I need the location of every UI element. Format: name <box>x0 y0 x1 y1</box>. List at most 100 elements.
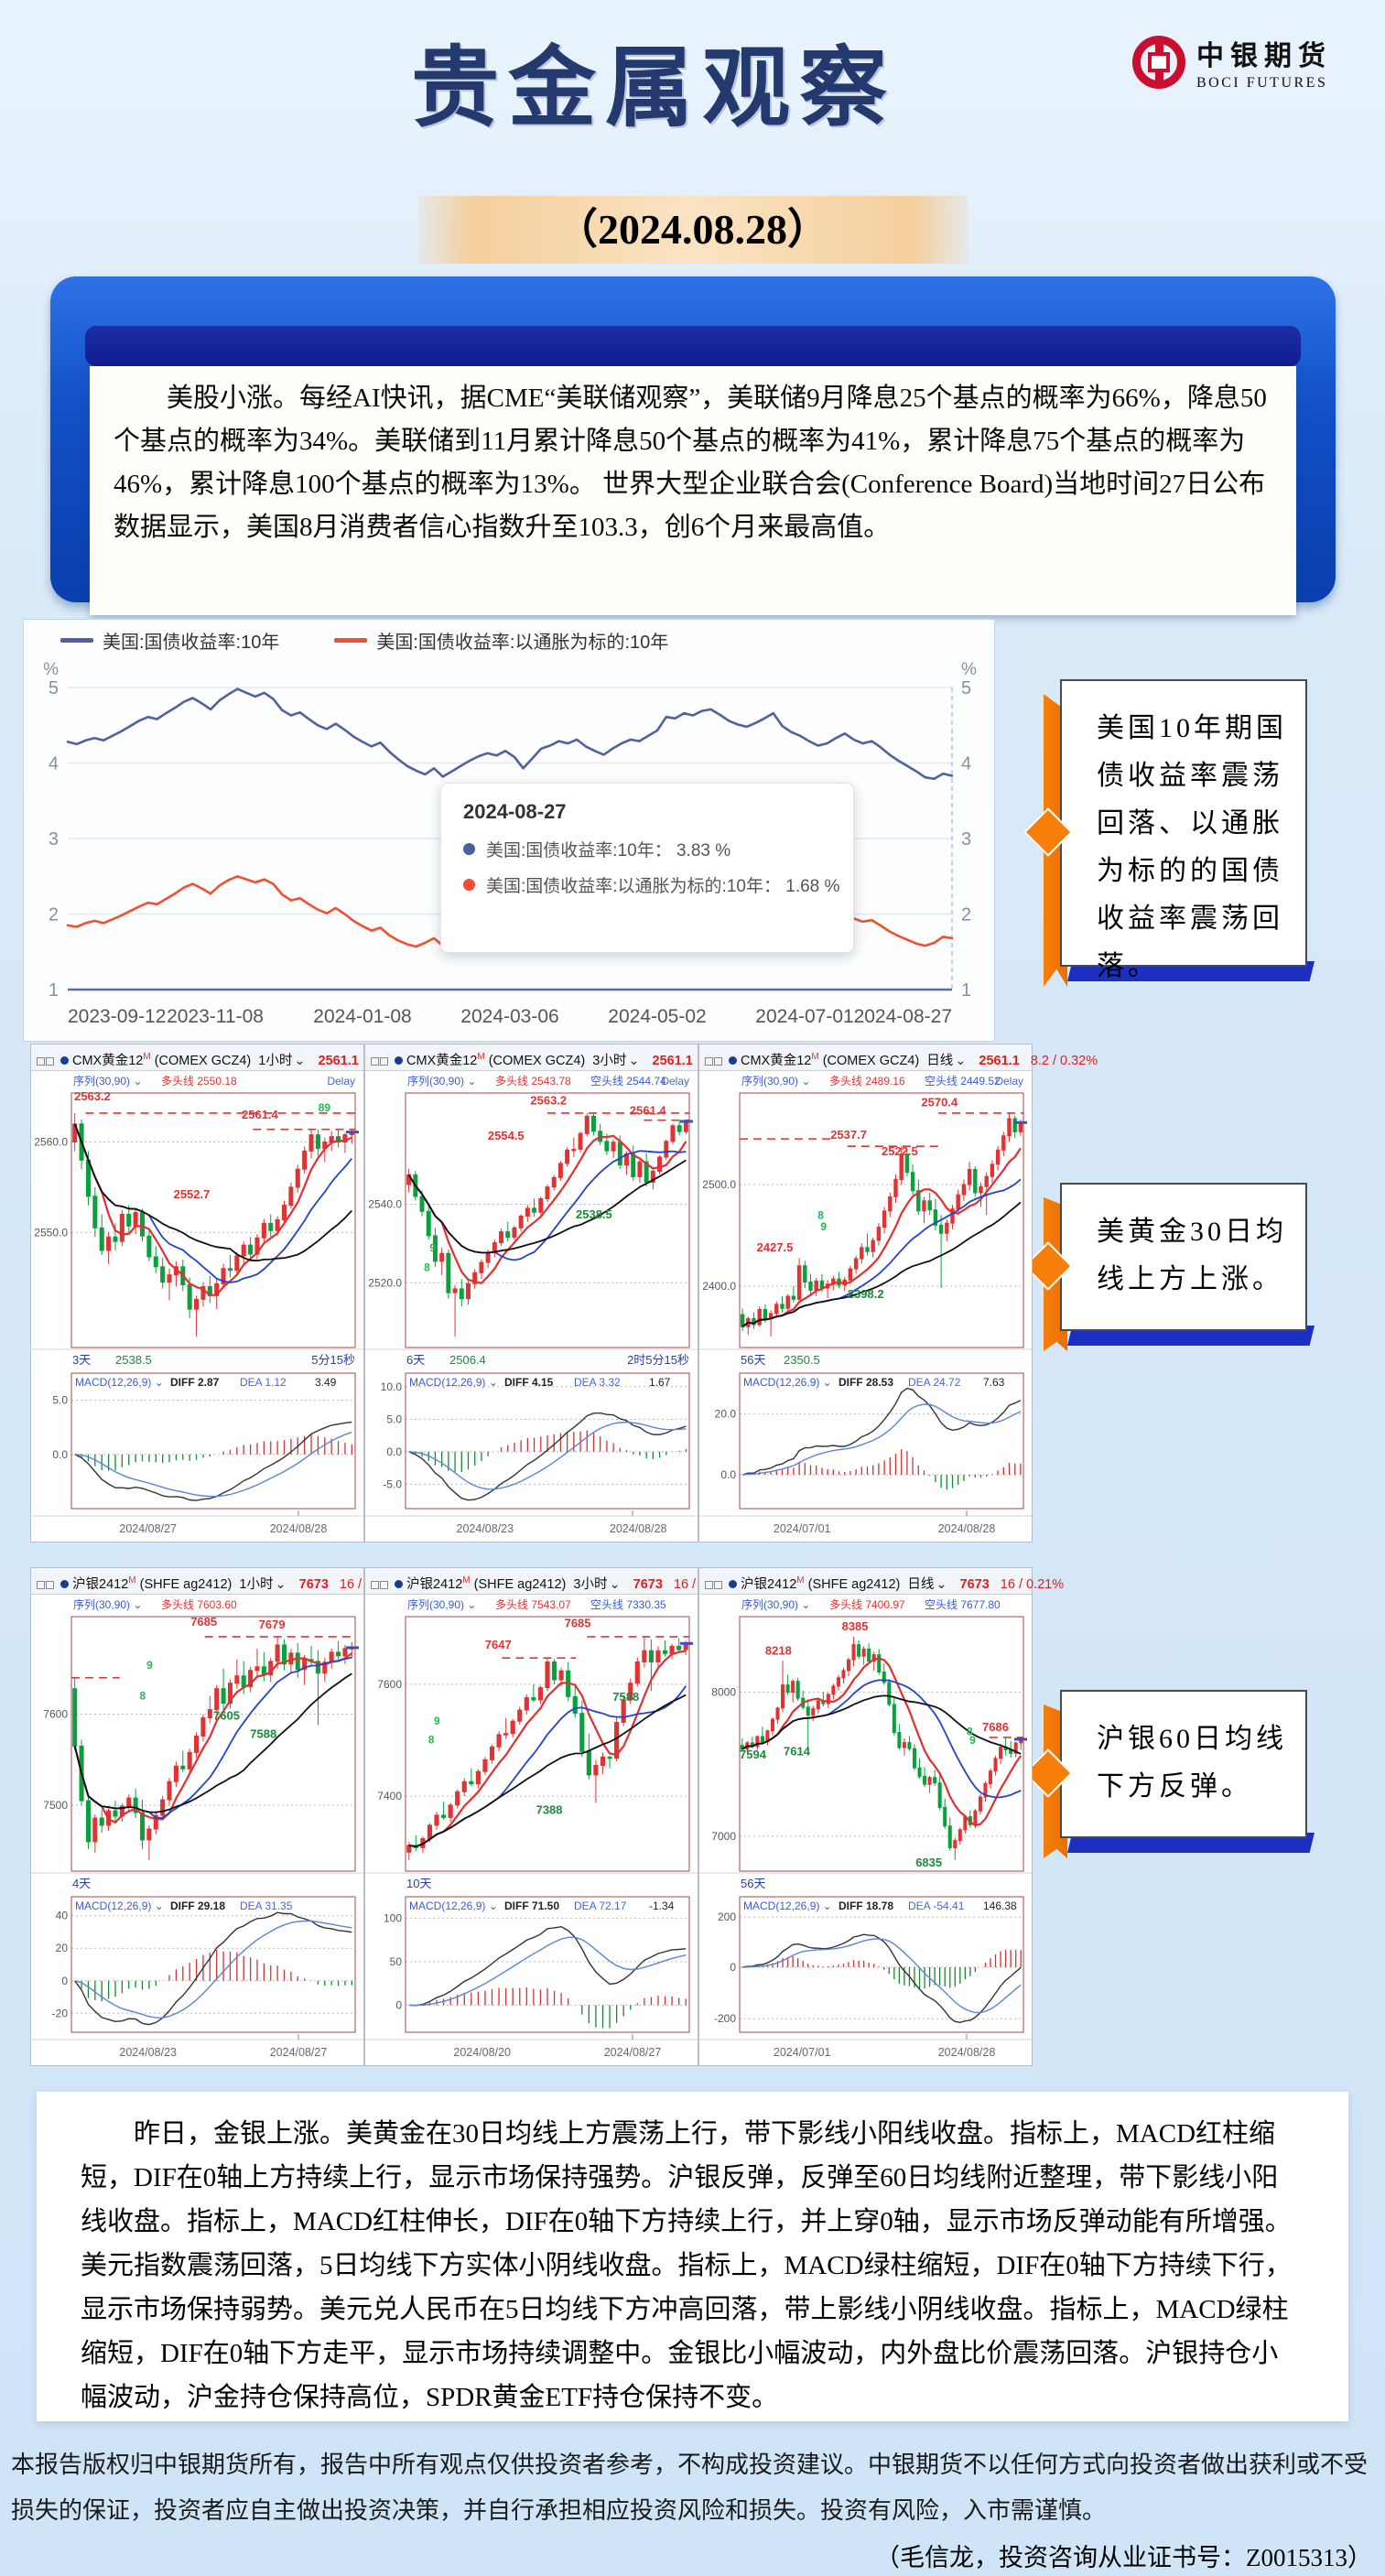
timeframe-select[interactable]: 1小时 ⌄ <box>258 1053 306 1068</box>
candle-panel-gold-daily: CMX黄金12M (COMEX GCZ4) 日线 ⌄ 2561.1 8.2 / 0.32… <box>698 1044 1098 1542</box>
svg-text:4: 4 <box>961 754 971 774</box>
link-icon <box>371 1577 389 1592</box>
summary-sheet: 昨日，金银上涨。美黄金在30日均线上方震荡上行，带下影线小阳线收盘。指标上，MA… <box>37 2092 1348 2421</box>
svg-text:DEA 1.12: DEA 1.12 <box>240 1376 287 1389</box>
link-icon <box>37 1577 55 1592</box>
svg-text:4天: 4天 <box>72 1877 91 1890</box>
chart-titlebar[interactable]: CMX黄金12M (COMEX GCZ4) 日线 ⌄ 2561.1 8.2 / 0.32… <box>699 1044 1098 1071</box>
legend-swatch-icon <box>334 638 368 643</box>
svg-text:100: 100 <box>384 1912 402 1925</box>
svg-text:空头线 2449.52: 空头线 2449.52 <box>925 1075 1001 1088</box>
svg-text:多头线 2550.18: 多头线 2550.18 <box>161 1075 237 1088</box>
svg-text:8: 8 <box>817 1209 824 1222</box>
last-price: 2561.1 <box>652 1053 693 1068</box>
svg-text:%: % <box>961 660 977 679</box>
svg-text:2538.5: 2538.5 <box>576 1207 612 1221</box>
svg-text:200: 200 <box>718 1910 736 1923</box>
svg-text:DIFF 28.53: DIFF 28.53 <box>839 1376 893 1389</box>
svg-text:8: 8 <box>424 1261 430 1274</box>
chevron-down-icon: ⌄ <box>275 1576 287 1592</box>
svg-text:3: 3 <box>49 829 59 850</box>
chart-titlebar[interactable]: CMX黄金12M (COMEX GCZ4)1小时⌄2561.18.2 / 0.3… <box>31 1044 437 1071</box>
svg-text:Delay: Delay <box>661 1075 689 1088</box>
svg-text:5分15秒: 5分15秒 <box>311 1353 355 1367</box>
instrument-dot-icon <box>729 1055 737 1065</box>
svg-text:2561.4: 2561.4 <box>630 1104 667 1118</box>
svg-text:序列(30,90) ⌄: 序列(30,90) ⌄ <box>741 1074 810 1088</box>
svg-text:7685: 7685 <box>565 1617 591 1630</box>
timeframe-select[interactable]: 3小时 ⌄ <box>573 1576 621 1592</box>
svg-text:7686: 7686 <box>982 1720 1009 1734</box>
svg-text:3: 3 <box>961 829 971 850</box>
svg-text:6天: 6天 <box>406 1353 425 1367</box>
callout-gold-note: 美黄金30日均线上方上涨。 <box>1023 1183 1315 1351</box>
svg-text:2: 2 <box>49 905 59 925</box>
svg-text:89: 89 <box>319 1101 331 1114</box>
svg-text:7679: 7679 <box>259 1618 286 1631</box>
svg-text:7388: 7388 <box>536 1803 563 1817</box>
svg-text:MACD(12,26,9) ⌄: MACD(12,26,9) ⌄ <box>75 1900 164 1912</box>
tooltip-row: 美国:国债收益率:以通胀为标的:10年： 1.68 % <box>463 872 839 897</box>
last-price: 7673 <box>959 1576 990 1592</box>
svg-text:2400.0: 2400.0 <box>702 1280 736 1293</box>
svg-text:7588: 7588 <box>612 1690 639 1704</box>
svg-text:8: 8 <box>967 1726 973 1738</box>
logo-name-cn: 中银期货 <box>1196 41 1332 71</box>
chart-titlebar[interactable]: CMX黄金12M (COMEX GCZ4)3小时⌄2561.18.2 / 0.3… <box>365 1044 771 1071</box>
svg-text:2024/07/01: 2024/07/01 <box>774 2046 831 2059</box>
svg-text:2554.5: 2554.5 <box>488 1129 525 1142</box>
chevron-down-icon: ⌄ <box>628 1053 640 1068</box>
svg-text:2024/08/28: 2024/08/28 <box>610 1522 667 1535</box>
instrument-dot-icon <box>395 1579 403 1588</box>
callout-text: 美国10年期国债收益率震荡回落、以通胀为标的的国债收益率震荡回落。 <box>1097 713 1287 981</box>
summary-paragraph: 昨日，金银上涨。美黄金在30日均线上方震荡上行，带下影线小阳线收盘。指标上，MA… <box>81 2119 1292 2412</box>
svg-text:空头线 7677.80: 空头线 7677.80 <box>925 1598 1001 1611</box>
svg-text:9: 9 <box>820 1220 827 1233</box>
svg-text:DEA 24.72: DEA 24.72 <box>908 1376 961 1389</box>
svg-text:-1.34: -1.34 <box>649 1900 675 1912</box>
timeframe-select[interactable]: 日线 ⌄ <box>907 1576 947 1592</box>
svg-text:7685: 7685 <box>190 1615 217 1629</box>
svg-text:5: 5 <box>49 678 59 698</box>
svg-text:2540.0: 2540.0 <box>368 1198 402 1211</box>
svg-text:1: 1 <box>961 980 971 1001</box>
svg-text:7600: 7600 <box>377 1678 402 1691</box>
svg-text:2024/08/23: 2024/08/23 <box>457 1522 514 1535</box>
chart-titlebar[interactable]: 沪银2412M (SHFE ag2412) 日线 ⌄ 7673 16 / 0.21% <box>699 1568 1064 1595</box>
svg-text:2: 2 <box>961 905 971 925</box>
svg-text:7500: 7500 <box>43 1799 68 1812</box>
legend-swatch-icon <box>60 638 93 643</box>
svg-text:多头线 2489.16: 多头线 2489.16 <box>829 1075 905 1088</box>
svg-text:6835: 6835 <box>915 1856 942 1869</box>
svg-text:7605: 7605 <box>213 1709 240 1723</box>
boc-logo-icon <box>1132 36 1185 89</box>
svg-text:8000: 8000 <box>711 1686 736 1699</box>
svg-text:MACD(12,26,9) ⌄: MACD(12,26,9) ⌄ <box>743 1900 832 1912</box>
svg-text:2550.0: 2550.0 <box>34 1226 68 1239</box>
svg-text:MACD(12,26,9) ⌄: MACD(12,26,9) ⌄ <box>743 1376 832 1389</box>
svg-text:9: 9 <box>434 1715 440 1727</box>
svg-text:2时5分15秒: 2时5分15秒 <box>627 1353 689 1367</box>
timeframe-select[interactable]: 1小时 ⌄ <box>239 1576 287 1592</box>
svg-text:40: 40 <box>56 1910 69 1922</box>
svg-text:DEA 31.35: DEA 31.35 <box>240 1900 293 1912</box>
svg-text:Delay: Delay <box>327 1075 355 1088</box>
timeframe-select[interactable]: 日线 ⌄ <box>926 1053 967 1068</box>
timeframe-select[interactable]: 3小时 ⌄ <box>592 1053 640 1068</box>
svg-text:0.0: 0.0 <box>720 1468 736 1481</box>
candlestick-chart: 序列(30,90) ⌄ 多头线 7603.60 7600 7500 7685 7679 76… <box>31 1597 363 2059</box>
svg-text:9: 9 <box>429 1241 436 1254</box>
analyst-signature: （毛信龙，投资咨询从业证书号：Z0015313） <box>875 2544 1372 2571</box>
svg-text:%: % <box>43 660 59 679</box>
svg-text:4: 4 <box>49 754 59 774</box>
report-date-banner: （2024.08.28） <box>417 196 968 264</box>
svg-text:0.0: 0.0 <box>386 1445 402 1458</box>
svg-text:2024-01-08: 2024-01-08 <box>313 1006 411 1027</box>
svg-text:2506.4: 2506.4 <box>449 1353 486 1367</box>
candlestick-chart: 序列(30,90) ⌄ 多头线 2550.18 Delay 2560.0 2550.0 2… <box>31 1074 363 1535</box>
